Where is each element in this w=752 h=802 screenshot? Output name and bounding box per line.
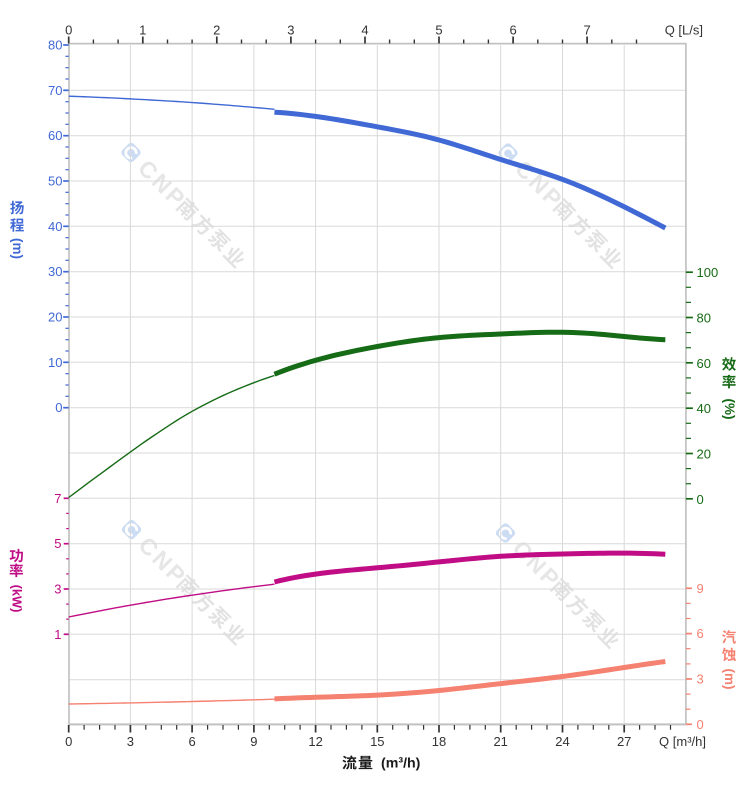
svg-text:3: 3 (287, 23, 294, 38)
svg-text:Q [L/s]: Q [L/s] (665, 23, 703, 38)
svg-text:3: 3 (127, 734, 134, 749)
svg-text:20: 20 (48, 310, 62, 325)
svg-text:0: 0 (65, 734, 72, 749)
svg-text:80: 80 (697, 311, 711, 326)
svg-text:80: 80 (48, 38, 62, 53)
svg-text:0: 0 (697, 492, 704, 507)
svg-text:15: 15 (370, 734, 384, 749)
svg-text:Q [m³/h]: Q [m³/h] (659, 734, 706, 749)
svg-text:3: 3 (697, 672, 704, 687)
svg-text:10: 10 (48, 355, 62, 370)
svg-text:0: 0 (65, 23, 72, 38)
svg-text:50: 50 (48, 174, 62, 189)
svg-text:9: 9 (250, 734, 257, 749)
svg-text:12: 12 (308, 734, 322, 749)
svg-text:6: 6 (188, 734, 195, 749)
svg-text:0: 0 (55, 400, 62, 415)
svg-text:4: 4 (361, 23, 368, 38)
svg-text:5: 5 (435, 23, 442, 38)
svg-text:5: 5 (54, 536, 61, 551)
svg-text:9: 9 (697, 581, 704, 596)
svg-text:7: 7 (583, 23, 590, 38)
svg-text:0: 0 (697, 717, 704, 732)
svg-text:1: 1 (54, 627, 61, 642)
svg-text:(m): (m) (722, 669, 737, 690)
svg-text:3: 3 (54, 582, 61, 597)
svg-text:40: 40 (697, 401, 711, 416)
svg-text:(m³/h): (m³/h) (381, 756, 421, 772)
svg-text:40: 40 (48, 219, 62, 234)
svg-text:1: 1 (139, 23, 146, 38)
svg-text:30: 30 (48, 264, 62, 279)
svg-text:20: 20 (697, 447, 711, 462)
svg-text:(%): (%) (722, 399, 737, 420)
svg-text:70: 70 (48, 83, 62, 98)
svg-text:27: 27 (617, 734, 631, 749)
svg-text:18: 18 (432, 734, 446, 749)
svg-text:60: 60 (697, 356, 711, 371)
svg-text:2: 2 (213, 23, 220, 38)
svg-text:(kW): (kW) (9, 585, 24, 613)
svg-text:60: 60 (48, 128, 62, 143)
svg-text:6: 6 (509, 23, 516, 38)
svg-text:24: 24 (555, 734, 569, 749)
svg-text:(m): (m) (10, 238, 25, 259)
svg-text:7: 7 (54, 491, 61, 506)
svg-text:21: 21 (493, 734, 507, 749)
svg-text:6: 6 (697, 626, 704, 641)
svg-text:100: 100 (697, 265, 719, 280)
